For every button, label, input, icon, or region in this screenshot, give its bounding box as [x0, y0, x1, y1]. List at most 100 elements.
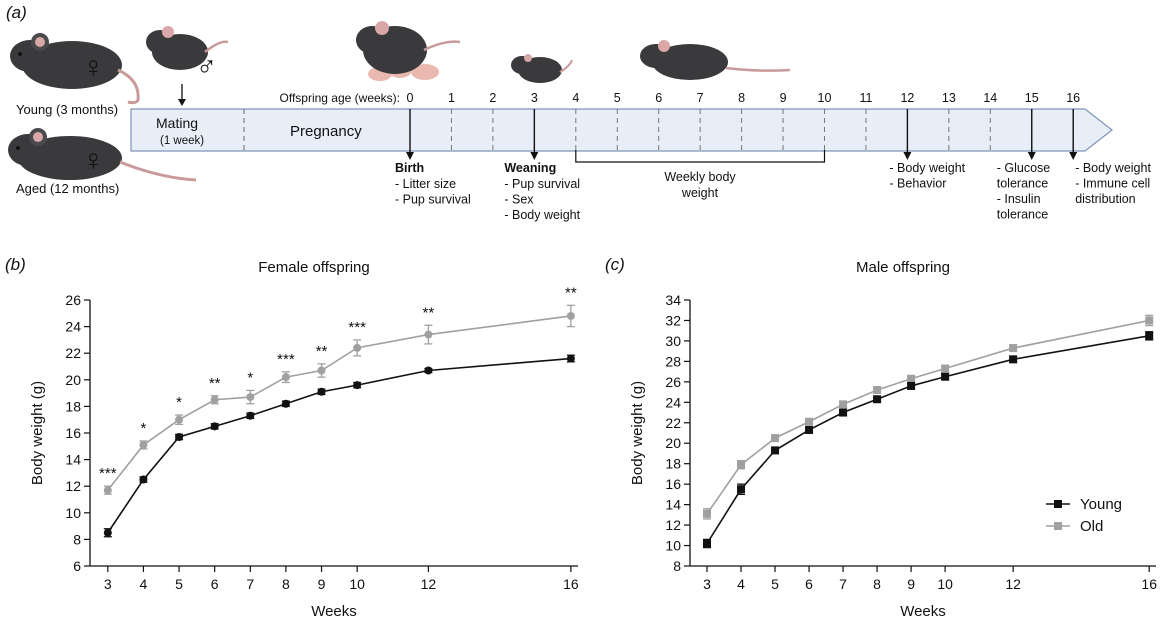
weekly-weight-label-2: weight — [681, 186, 719, 200]
y-tick-label: 8 — [673, 558, 681, 574]
week-tick-label: 6 — [655, 91, 662, 105]
data-point-young — [139, 475, 148, 484]
timeline-events: Birth - Litter size - Pup survival Weaning -… — [395, 109, 1151, 222]
x-tick-label: 7 — [246, 576, 254, 592]
event-item: - Immune cell — [1075, 177, 1150, 191]
week-tick-label: 2 — [489, 91, 496, 105]
y-tick-label: 32 — [665, 312, 681, 328]
y-tick-label: 24 — [665, 394, 681, 410]
data-point-old — [246, 393, 255, 402]
male-mouse-icon: ♂ — [146, 26, 229, 82]
timeline: 0 1 2 3 4 5 6 7 8 9 10 11 12 13 14 15 16 — [130, 91, 1113, 163]
x-tick-label: 8 — [873, 576, 881, 592]
event-arrowhead — [406, 152, 414, 160]
data-point-old — [771, 434, 780, 443]
male-symbol-icon: ♂ — [196, 51, 217, 82]
y-tick-label: 12 — [65, 478, 81, 494]
data-point-old — [941, 364, 950, 373]
data-point-old — [805, 417, 814, 426]
x-tick-label: 4 — [140, 576, 148, 592]
event-item: - Behavior — [889, 177, 946, 191]
week-tick-label: 1 — [448, 91, 455, 105]
y-tick-label: 8 — [73, 531, 81, 547]
week-tick-label: 11 — [859, 91, 872, 105]
significance-marker: ** — [209, 375, 221, 392]
chart-title: Female offspring — [258, 259, 369, 276]
young-female-mouse-icon: ♀ — [10, 33, 140, 105]
series-line-old — [706, 319, 1150, 515]
event-item: distribution — [1075, 192, 1135, 206]
mother-with-pups-icon — [356, 21, 461, 81]
legend-marker — [1054, 522, 1062, 530]
week-tick-label: 16 — [1066, 91, 1080, 105]
data-point-old — [175, 415, 184, 424]
data-point-old — [737, 460, 746, 469]
x-tick-label: 7 — [839, 576, 847, 592]
x-tick-label: 5 — [771, 576, 779, 592]
female-symbol-icon: ♀ — [82, 51, 105, 84]
x-axis-label: Weeks — [900, 603, 946, 620]
event-item: - Insulin — [997, 192, 1041, 206]
y-tick-label: 6 — [73, 558, 81, 574]
event-item: - Litter size — [395, 177, 456, 191]
young-label: Young (3 months) — [16, 102, 118, 117]
data-point-old — [103, 486, 112, 495]
x-tick-label: 9 — [907, 576, 915, 592]
y-tick-label: 12 — [665, 517, 681, 533]
week-tick-label: 8 — [738, 91, 745, 105]
event-arrowhead — [903, 152, 912, 160]
y-tick-label: 10 — [665, 538, 681, 554]
y-tick-label: 28 — [665, 353, 681, 369]
chart-male-offspring: (c) Male offspring 8 10 12 14 16 18 20 22 24 26 28 30… — [605, 255, 1157, 620]
weekly-weight-bracket — [575, 150, 826, 163]
event-item: - Body weight — [889, 161, 965, 175]
event-item: - Body weight — [504, 208, 580, 222]
data-point-young — [771, 446, 780, 455]
event-item: - Pup survival — [395, 193, 471, 207]
data-point-young — [941, 372, 950, 381]
data-point-old — [839, 400, 848, 409]
significance-marker: ** — [565, 284, 577, 301]
significance-marker: *** — [277, 351, 295, 368]
y-tick-label: 22 — [65, 345, 81, 361]
legend-label: Old — [1080, 518, 1103, 535]
x-tick-label: 16 — [1141, 576, 1157, 592]
week-tick-label: 5 — [614, 91, 621, 105]
significance-marker: *** — [348, 319, 366, 336]
event-title: Birth — [395, 161, 424, 175]
data-point-young — [1145, 331, 1154, 340]
x-tick-label: 3 — [104, 576, 112, 592]
week-tick-label: 13 — [942, 91, 956, 105]
data-point-old — [1009, 344, 1018, 353]
adult-mouse-icon — [640, 40, 791, 80]
panel-label: (b) — [5, 255, 26, 274]
data-point-young — [1009, 355, 1018, 364]
data-point-young — [353, 381, 362, 390]
data-point-old — [281, 373, 290, 382]
event-title: Weaning — [504, 161, 556, 175]
data-point-old — [139, 440, 148, 449]
event-item: - Pup survival — [504, 177, 580, 191]
week-tick-label: 0 — [407, 91, 414, 105]
panel-a: (a) ♀ Young (3 months) ♀ Aged (12 months… — [6, 3, 1151, 222]
event-arrowhead — [530, 152, 539, 160]
y-tick-label: 20 — [65, 372, 81, 388]
y-tick-label: 18 — [665, 456, 681, 472]
x-tick-label: 5 — [175, 576, 183, 592]
data-point-young — [424, 366, 433, 375]
x-tick-label: 12 — [421, 576, 437, 592]
y-tick-label: 34 — [665, 292, 681, 308]
x-tick-label: 16 — [563, 576, 579, 592]
y-tick-label: 24 — [65, 319, 81, 335]
legend-label: Young — [1080, 496, 1122, 513]
data-point-young — [839, 408, 848, 417]
mating-label: Mating — [156, 115, 198, 131]
x-tick-label: 10 — [349, 576, 365, 592]
y-tick-label: 20 — [665, 435, 681, 451]
significance-marker: ** — [423, 304, 435, 321]
x-tick-label: 3 — [703, 576, 711, 592]
y-tick-label: 14 — [665, 497, 681, 513]
y-tick-label: 30 — [665, 333, 681, 349]
event-item: tolerance — [997, 208, 1048, 222]
y-tick-label: 10 — [65, 505, 81, 521]
